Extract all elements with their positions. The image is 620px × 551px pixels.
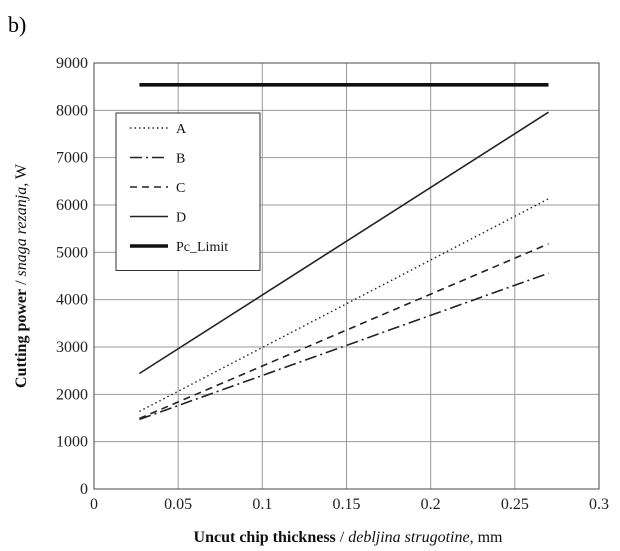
y-axis-title-unit: W: [13, 163, 30, 183]
y-axis-title: Cutting power / snaga rezanja, W: [13, 163, 30, 388]
legend-label-pc-limit: Pc_Limit: [176, 240, 228, 255]
series-line-b: [139, 272, 549, 421]
x-tick-label: 0: [90, 496, 98, 513]
plot-frame: [93, 62, 600, 490]
y-axis-title-sep: /: [13, 276, 30, 288]
y-axis-title-italic: snaga rezanja,: [13, 183, 30, 277]
legend-label-d: D: [176, 211, 186, 226]
x-tick-label: 0.05: [164, 496, 192, 513]
y-tick-label: 6000: [56, 197, 88, 214]
y-tick-label: 4000: [56, 292, 88, 309]
y-axis-ticks: 0 1000 2000 3000 4000 5000 6000 7000 8000 9000: [56, 55, 88, 498]
x-axis-title-unit: , mm: [470, 529, 503, 546]
x-tick-label: 0.25: [501, 496, 529, 513]
legend-label-b: B: [176, 152, 185, 167]
series-line-a: [139, 198, 549, 413]
y-tick-label: 2000: [56, 386, 88, 403]
y-tick-label: 1000: [56, 434, 88, 451]
series-lines: [138, 83, 549, 421]
legend-label-a: A: [176, 122, 187, 137]
y-tick-label: 9000: [56, 55, 88, 72]
x-tick-label: 0.3: [589, 496, 609, 513]
legend-label-c: C: [176, 181, 185, 196]
y-tick-label: 5000: [56, 244, 88, 261]
y-tick-label: 7000: [56, 150, 88, 167]
x-axis-title-italic: debljina strugotine: [348, 529, 469, 546]
series-line-c: [139, 243, 549, 420]
x-axis-title-main: Uncut chip thickness: [194, 529, 336, 546]
y-axis-title-main: Cutting power: [13, 289, 30, 388]
x-axis-title-sep: /: [336, 529, 348, 546]
y-tick-label: 3000: [56, 339, 88, 356]
x-tick-label: 0.15: [333, 496, 361, 513]
panel-label: b): [8, 12, 26, 37]
x-axis-title: Uncut chip thickness / debljina strugoti…: [194, 529, 503, 546]
series-line-d: [138, 111, 549, 375]
x-tick-label: 0.1: [252, 496, 272, 513]
y-tick-label: 0: [80, 481, 88, 498]
x-axis-ticks: 0 0.05 0.1 0.15 0.2 0.25 0.3: [90, 496, 609, 513]
y-tick-label: 8000: [56, 102, 88, 119]
x-tick-label: 0.2: [421, 496, 441, 513]
